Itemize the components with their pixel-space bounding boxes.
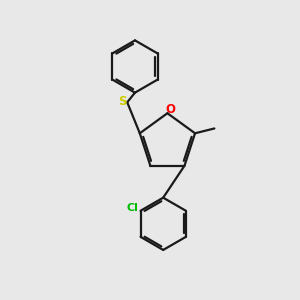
Text: O: O (166, 103, 176, 116)
Text: Cl: Cl (127, 203, 139, 213)
Text: S: S (118, 95, 126, 108)
